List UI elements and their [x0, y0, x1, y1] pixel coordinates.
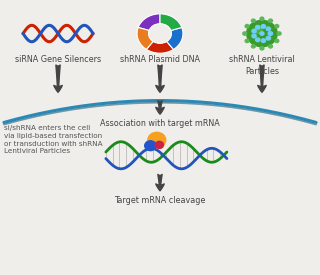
Wedge shape — [160, 14, 182, 31]
Circle shape — [260, 47, 264, 50]
Circle shape — [155, 141, 164, 148]
Text: Target mRNA cleavage: Target mRNA cleavage — [114, 196, 206, 205]
Circle shape — [268, 32, 273, 35]
Wedge shape — [137, 28, 153, 50]
Circle shape — [275, 24, 279, 28]
Circle shape — [252, 45, 255, 48]
Text: shRNA Lentiviral
Particles: shRNA Lentiviral Particles — [229, 56, 295, 76]
Wedge shape — [167, 28, 183, 50]
Circle shape — [256, 25, 260, 29]
Text: siRNA Gene Silencers: siRNA Gene Silencers — [15, 56, 101, 64]
Circle shape — [256, 38, 260, 42]
Circle shape — [261, 39, 266, 42]
Circle shape — [266, 36, 270, 40]
Circle shape — [245, 39, 249, 43]
Circle shape — [148, 132, 166, 148]
Circle shape — [260, 32, 264, 35]
Wedge shape — [138, 14, 160, 31]
Text: si/shRNA enters the cell
via lipid-based transfection
or transduction with shRNA: si/shRNA enters the cell via lipid-based… — [4, 125, 102, 155]
Wedge shape — [147, 42, 173, 53]
Circle shape — [269, 19, 272, 22]
Circle shape — [145, 141, 156, 151]
Circle shape — [252, 19, 255, 22]
Circle shape — [269, 45, 272, 48]
Text: Association with target mRNA: Association with target mRNA — [100, 119, 220, 128]
Circle shape — [245, 24, 249, 28]
Circle shape — [243, 32, 247, 35]
Text: shRNA Plasmid DNA: shRNA Plasmid DNA — [120, 56, 200, 64]
Circle shape — [247, 20, 277, 47]
Circle shape — [261, 24, 266, 28]
Circle shape — [260, 17, 264, 20]
Circle shape — [277, 32, 281, 35]
Circle shape — [252, 34, 256, 38]
Circle shape — [254, 27, 262, 34]
Circle shape — [275, 39, 279, 43]
Circle shape — [266, 27, 270, 31]
Circle shape — [252, 29, 256, 33]
